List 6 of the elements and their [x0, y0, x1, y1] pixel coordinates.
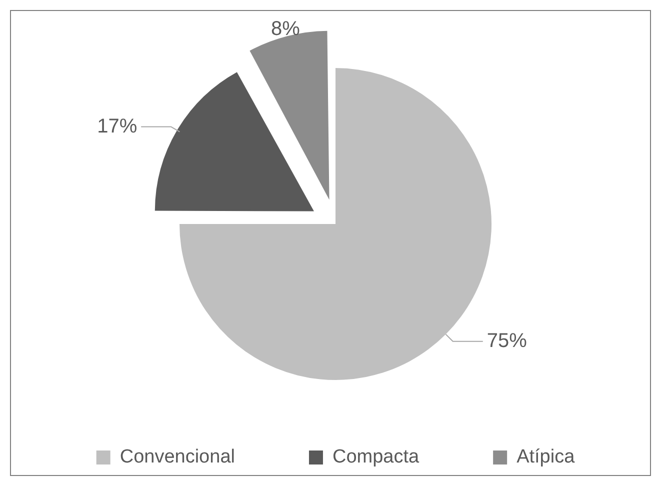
data-label: 17%	[97, 115, 138, 138]
legend-label: Atípica	[516, 446, 576, 468]
data-label: 8%	[271, 18, 300, 40]
legend-label: Compacta	[332, 446, 420, 468]
legend-label: Convencional	[120, 446, 235, 468]
data-label: 75%	[486, 330, 528, 352]
